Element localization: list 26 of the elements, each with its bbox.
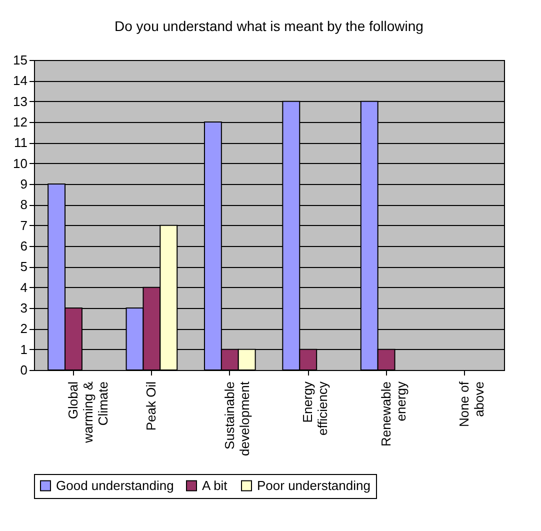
y-tick-label: 10 xyxy=(13,156,28,171)
x-tick-label: Renewable energy xyxy=(378,381,408,447)
y-tick-label: 8 xyxy=(20,197,28,212)
x-tick-label: Sustainable development xyxy=(222,381,252,456)
y-tick-label: 1 xyxy=(20,342,28,357)
y-tick-label: 2 xyxy=(20,321,28,336)
y-tick-label: 9 xyxy=(20,176,28,192)
x-tick-label: Energy efficiency xyxy=(300,381,330,436)
y-tick-label: 15 xyxy=(13,52,28,68)
legend-label: Good understanding xyxy=(56,478,174,493)
x-tick-label: None of above xyxy=(456,381,487,428)
chart-title: Do you understand what is meant by the following xyxy=(114,18,424,34)
legend-label: Poor understanding xyxy=(257,478,370,493)
y-tick-label: 6 xyxy=(20,238,28,254)
x-tick-label: Peak Oil xyxy=(144,381,159,431)
y-tick-label: 11 xyxy=(14,135,28,150)
y-tick-label: 0 xyxy=(20,362,28,378)
y-tick-label: 14 xyxy=(13,73,28,88)
y-tick-label: 13 xyxy=(13,94,28,109)
y-tick-label: 5 xyxy=(20,259,28,274)
x-tick-label: Global warming & Climate xyxy=(65,381,110,444)
y-tick-label: 7 xyxy=(20,218,28,233)
legend-label: A bit xyxy=(202,478,228,493)
y-tick-label: 12 xyxy=(13,114,28,130)
y-tick-label: 4 xyxy=(20,280,28,295)
y-tick-label: 3 xyxy=(20,300,28,316)
